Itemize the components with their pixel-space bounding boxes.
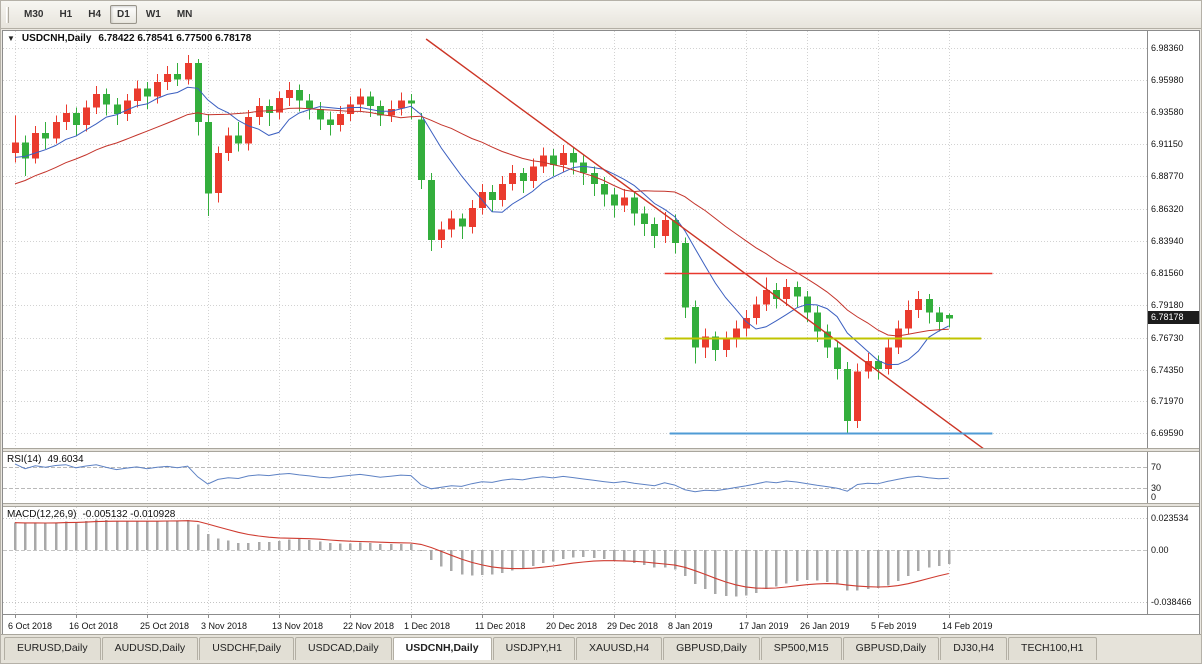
chart-tab-xauusd-h4[interactable]: XAUUSD,H4 — [575, 637, 663, 660]
rsi-axis-label: 30 — [1151, 483, 1162, 493]
price-chart-svg[interactable] — [3, 31, 1147, 448]
chart-tab-usdjpy-h1[interactable]: USDJPY,H1 — [492, 637, 575, 660]
price-axis-label: 6.81560 — [1151, 268, 1184, 278]
price-axis-label: 6.71970 — [1151, 396, 1184, 406]
macd-signal-line — [14, 520, 949, 589]
price-axis-label: 6.76730 — [1151, 333, 1184, 343]
date-tick — [76, 615, 77, 618]
date-axis-label: 6 Oct 2018 — [8, 621, 53, 631]
chart-tab-usdcad-daily[interactable]: USDCAD,Daily — [295, 637, 392, 660]
date-axis[interactable]: 6 Oct 2018 16 Oct 2018 25 Oct 2018 3 Nov 20… — [3, 614, 1199, 635]
chart-tab-dj30-h4[interactable]: DJ30,H4 — [940, 637, 1008, 660]
timeframe-button-h4[interactable]: H4 — [81, 5, 108, 24]
toolbar-grip[interactable] — [6, 6, 9, 23]
date-axis-label: 13 Nov 2018 — [272, 621, 324, 631]
chart-tab-gbpusd-daily[interactable]: GBPUSD,Daily — [663, 637, 760, 660]
chart-tab-tech100-h1[interactable]: TECH100,H1 — [1008, 637, 1097, 660]
rsi-axis-label: 70 — [1151, 462, 1162, 472]
price-axis-label: 6.93580 — [1151, 107, 1184, 117]
chart-area: ▼ USDCNH,Daily 6.78422 6.78541 6.77500 6… — [2, 30, 1200, 636]
price-axis-label: 6.91150 — [1151, 139, 1183, 149]
date-tick — [350, 615, 351, 618]
chart-tab-audusd-daily[interactable]: AUDUSD,Daily — [101, 637, 199, 660]
rsi-pane[interactable]: RSI(14) 49.6034 — [3, 452, 1147, 503]
date-axis-label: 14 Feb 2019 — [942, 621, 993, 631]
date-axis-label: 22 Nov 2018 — [343, 621, 395, 631]
rsi-chart-svg[interactable] — [3, 452, 1147, 503]
chart-collapse-icon[interactable]: ▼ — [7, 34, 15, 43]
chart-tab-eurusd-daily[interactable]: EURUSD,Daily — [4, 637, 101, 660]
candles-layer — [12, 55, 953, 433]
rsi-line — [14, 463, 949, 493]
date-axis-label: 8 Jan 2019 — [668, 621, 713, 631]
date-tick — [614, 615, 615, 618]
rsi-axis-label: 0 — [1151, 492, 1157, 502]
date-tick — [15, 615, 16, 618]
price-axis-label: 6.79180 — [1151, 300, 1184, 310]
price-axis-label: 6.83940 — [1151, 236, 1184, 246]
date-tick — [949, 615, 950, 618]
timeframe-button-m30[interactable]: M30 — [17, 5, 50, 24]
pane-splitter-rsi[interactable] — [3, 448, 1199, 452]
timeframe-button-h1[interactable]: H1 — [52, 5, 79, 24]
date-axis-label: 16 Oct 2018 — [69, 621, 119, 631]
macd-pane[interactable]: MACD(12,26,9) -0.005132 -0.010928 — [3, 507, 1147, 614]
ma-fast-line — [14, 86, 950, 366]
macd-axis-label: -0.038466 — [1151, 597, 1192, 607]
grid-layer — [3, 31, 1147, 448]
date-axis-label: 3 Nov 2018 — [201, 621, 248, 631]
price-axis-label: 6.86320 — [1151, 204, 1184, 214]
current-price-tag: 6.78178 — [1148, 311, 1199, 324]
descending-trendline — [425, 38, 984, 448]
date-tick — [807, 615, 808, 618]
price-axis-label: 6.69590 — [1151, 428, 1184, 438]
chart-tab-gbpusd-daily[interactable]: GBPUSD,Daily — [842, 637, 940, 660]
date-tick — [878, 615, 879, 618]
macd-axis[interactable]: 0.023534 0.00 -0.038466 — [1147, 507, 1199, 614]
price-axis-label: 6.98360 — [1151, 43, 1184, 53]
date-tick — [482, 615, 483, 618]
date-axis-label: 1 Dec 2018 — [404, 621, 451, 631]
date-axis-label: 29 Dec 2018 — [607, 621, 659, 631]
chart-tab-sp500-m15[interactable]: SP500,M15 — [760, 637, 842, 660]
date-axis-label: 17 Jan 2019 — [739, 621, 789, 631]
date-tick — [553, 615, 554, 618]
price-axis-label: 6.74350 — [1151, 365, 1184, 375]
chart-tab-usdchf-daily[interactable]: USDCHF,Daily — [199, 637, 295, 660]
macd-histogram — [14, 519, 951, 597]
date-tick — [208, 615, 209, 618]
price-pane[interactable]: ▼ USDCNH,Daily 6.78422 6.78541 6.77500 6… — [3, 31, 1147, 448]
date-tick — [675, 615, 676, 618]
date-tick — [411, 615, 412, 618]
date-tick — [746, 615, 747, 618]
date-tick — [147, 615, 148, 618]
timeframe-button-mn[interactable]: MN — [170, 5, 200, 24]
date-axis-label: 26 Jan 2019 — [800, 621, 850, 631]
pane-splitter-macd[interactable] — [3, 503, 1199, 507]
macd-axis-label: 0.023534 — [1151, 513, 1189, 523]
date-axis-label: 25 Oct 2018 — [140, 621, 190, 631]
price-axis-label: 6.88770 — [1151, 171, 1184, 181]
chart-tab-bar: EURUSD,Daily AUDUSD,Daily USDCHF,Daily USDC… — [1, 634, 1201, 663]
date-axis-label: 11 Dec 2018 — [475, 621, 526, 631]
timeframe-buttons: M30 H1 H4 D1 W1 MN — [17, 5, 199, 24]
timeframe-toolbar: M30 H1 H4 D1 W1 MN — [1, 1, 1201, 29]
ma-slow-line — [14, 107, 949, 337]
rsi-axis[interactable]: 70 30 0 — [1147, 452, 1199, 503]
date-tick — [279, 615, 280, 618]
macd-axis-label: 0.00 — [1151, 545, 1169, 555]
macd-chart-svg[interactable] — [3, 507, 1147, 614]
date-axis-label: 20 Dec 2018 — [546, 621, 598, 631]
price-axis[interactable]: 6.98360 6.95980 6.93580 6.91150 6.88770 6.863… — [1147, 31, 1199, 448]
timeframe-button-w1[interactable]: W1 — [139, 5, 168, 24]
chart-tab-usdcnh-daily[interactable]: USDCNH,Daily — [392, 637, 492, 660]
price-axis-label: 6.95980 — [1151, 75, 1184, 85]
timeframe-button-d1[interactable]: D1 — [110, 5, 137, 24]
date-axis-label: 5 Feb 2019 — [871, 621, 917, 631]
